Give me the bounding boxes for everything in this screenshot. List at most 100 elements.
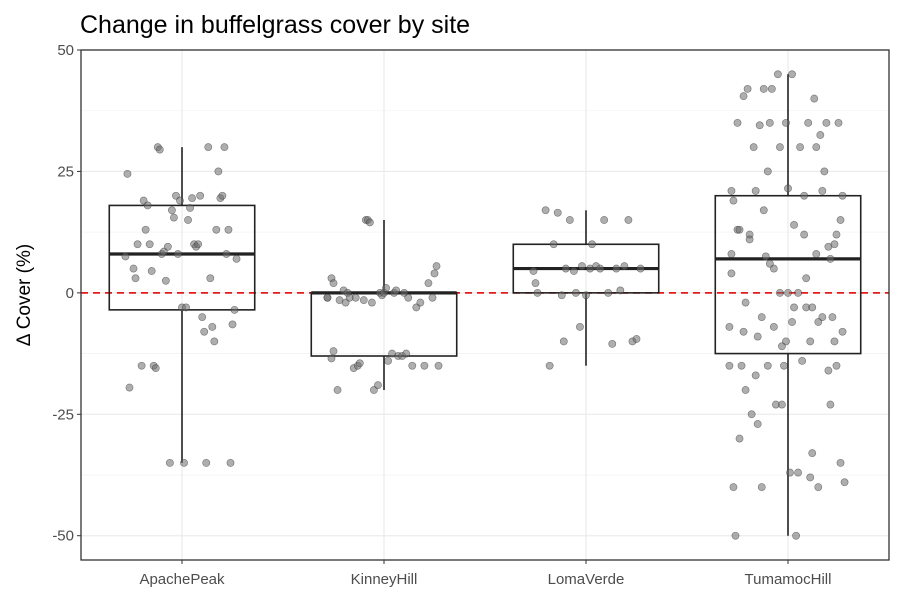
data-point [133, 240, 142, 249]
data-point [826, 400, 835, 409]
x-tick-label: TumamocHill [745, 571, 832, 588]
data-point [798, 356, 807, 365]
data-point [430, 269, 439, 278]
data-point [208, 322, 217, 331]
data-point [838, 327, 847, 336]
data-point [830, 240, 839, 249]
data-point [753, 420, 762, 428]
data-point [155, 145, 164, 154]
data-point [384, 356, 392, 365]
data-point [224, 225, 233, 234]
data-point [210, 337, 219, 346]
data-point [194, 240, 203, 249]
data-point [802, 274, 811, 283]
data-point [137, 361, 146, 370]
data-point [814, 483, 823, 492]
data-point [632, 335, 641, 343]
box-TumamocHill [714, 74, 862, 536]
data-point [763, 167, 772, 176]
data-point [751, 371, 760, 380]
data-point [816, 131, 825, 139]
data-point [121, 252, 130, 261]
data-point [145, 240, 154, 249]
data-point [200, 327, 209, 336]
data-point [232, 254, 241, 263]
data-point [604, 288, 613, 297]
grid-lines [81, 49, 889, 560]
data-point [230, 305, 239, 314]
data-point [351, 293, 360, 302]
data-point [182, 303, 190, 312]
data-point [323, 293, 332, 302]
data-point [737, 361, 746, 370]
data-point [745, 235, 754, 244]
data-point [367, 298, 376, 307]
data-point [402, 349, 411, 358]
data-point [636, 264, 645, 273]
data-point [608, 339, 617, 348]
data-point [729, 196, 738, 205]
data-point [741, 298, 750, 307]
data-point [838, 191, 847, 200]
data-point [161, 276, 170, 285]
data-point [428, 293, 437, 302]
data-point [202, 458, 211, 467]
data-point [725, 322, 734, 331]
data-point [727, 269, 736, 278]
data-point [170, 213, 178, 222]
data-point [792, 531, 800, 540]
data-point [727, 186, 736, 195]
data-point [822, 118, 831, 127]
data-point [365, 218, 374, 227]
data-point [125, 383, 134, 392]
data-point [222, 250, 231, 258]
data-point [794, 288, 802, 297]
data-point [545, 361, 554, 370]
data-point [788, 70, 796, 79]
data-point [776, 288, 784, 297]
data-point [582, 291, 590, 300]
data-point [820, 167, 829, 176]
data-point [533, 288, 542, 297]
data-point [553, 208, 562, 217]
data-point [836, 216, 845, 224]
data-point [359, 296, 368, 305]
data-point [834, 118, 843, 127]
data-point [382, 284, 390, 292]
data-point [830, 337, 839, 346]
data-point [761, 252, 770, 261]
data-point [392, 286, 401, 295]
data-point [757, 483, 766, 492]
data-point [814, 318, 823, 326]
data-point [826, 254, 835, 263]
data-point [810, 94, 819, 103]
data-point [184, 216, 192, 224]
data-point [327, 354, 336, 363]
x-axis: ApachePeak KinneyHill LomaVerde TumamocHill [139, 560, 831, 588]
data-point [588, 240, 596, 249]
data-point [755, 121, 764, 130]
x-tick-label: KinneyHill [351, 571, 418, 588]
data-point [753, 332, 762, 341]
data-point [557, 291, 566, 300]
data-point [786, 468, 794, 477]
data-point [404, 293, 413, 302]
data-point [565, 216, 574, 224]
data-point [226, 458, 235, 467]
data-point [739, 92, 748, 101]
data-point [759, 84, 768, 93]
data-point [832, 361, 841, 370]
data-point [416, 298, 425, 307]
data-point [424, 279, 433, 288]
data-point [620, 262, 629, 271]
data-point [812, 143, 821, 152]
data-point [141, 225, 150, 234]
data-point [759, 206, 768, 215]
data-point [729, 483, 738, 492]
y-tick-label: 50 [57, 42, 74, 59]
data-point [576, 322, 584, 331]
jitter-points [121, 70, 849, 540]
data-point [800, 230, 809, 239]
data-point [763, 361, 772, 370]
